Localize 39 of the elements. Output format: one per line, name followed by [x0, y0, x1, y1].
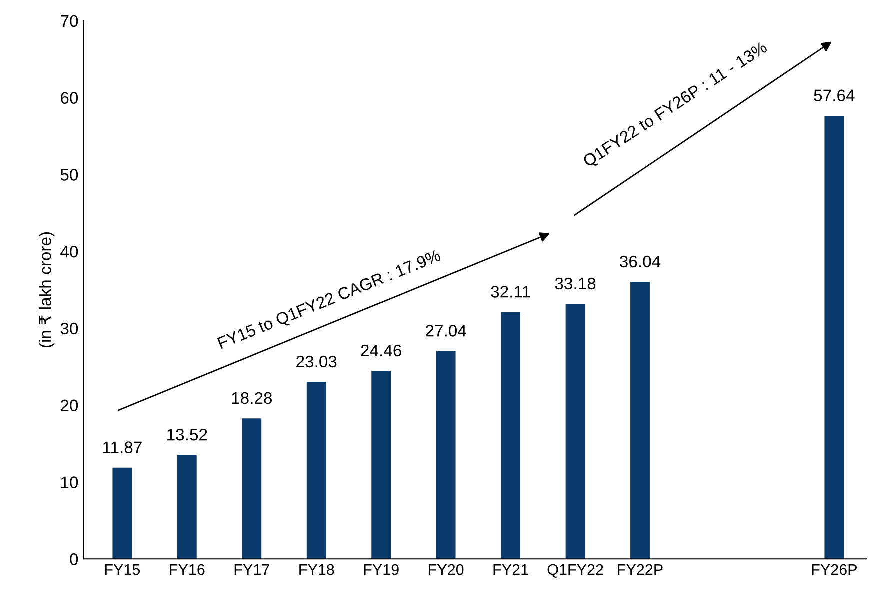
x-tick-label: FY21	[494, 564, 528, 576]
y-tick-label: 50	[60, 169, 78, 181]
data-label: 24.46	[361, 344, 402, 357]
y-tick-label: 40	[60, 246, 78, 258]
x-tick-label: FY15	[105, 564, 140, 576]
x-tick-label: FY20	[429, 564, 464, 576]
bar	[501, 312, 521, 560]
data-label: 27.04	[426, 325, 466, 337]
data-label: 18.28	[232, 392, 272, 404]
bar	[630, 282, 650, 560]
x-tick-label: FY16	[170, 564, 205, 576]
bar	[306, 382, 326, 560]
bar	[566, 304, 586, 560]
y-tick-label: 70	[61, 15, 78, 28]
data-label: 33.18	[555, 278, 596, 290]
x-tick-label: FY26P	[812, 564, 857, 576]
bar	[824, 116, 844, 560]
data-label: 23.03	[296, 356, 337, 368]
x-tick-label: FY19	[364, 564, 399, 576]
y-tick-label: 0	[70, 554, 78, 566]
x-tick-label: FY22P	[618, 564, 663, 576]
bar	[436, 351, 456, 560]
y-tick-label: 20	[61, 400, 78, 412]
y-tick-label: 30	[60, 322, 78, 335]
bar	[177, 455, 197, 560]
data-label: 57.64	[814, 90, 855, 102]
data-label: 13.52	[168, 428, 208, 441]
data-label: 36.04	[620, 256, 661, 268]
y-tick-label: 10	[61, 476, 78, 488]
x-tick-label: FY17	[234, 564, 270, 576]
y-tick-label: 60	[61, 92, 78, 104]
bar	[112, 468, 132, 560]
data-label: 11.87	[103, 442, 142, 454]
y-axis-title: (in ₹ lakh crore)	[39, 232, 55, 348]
bar	[242, 418, 262, 560]
x-tick-label: FY18	[300, 564, 334, 576]
bar	[372, 371, 392, 560]
data-label: 32.11	[491, 286, 530, 298]
x-tick-label: Q1FY22	[548, 564, 604, 578]
